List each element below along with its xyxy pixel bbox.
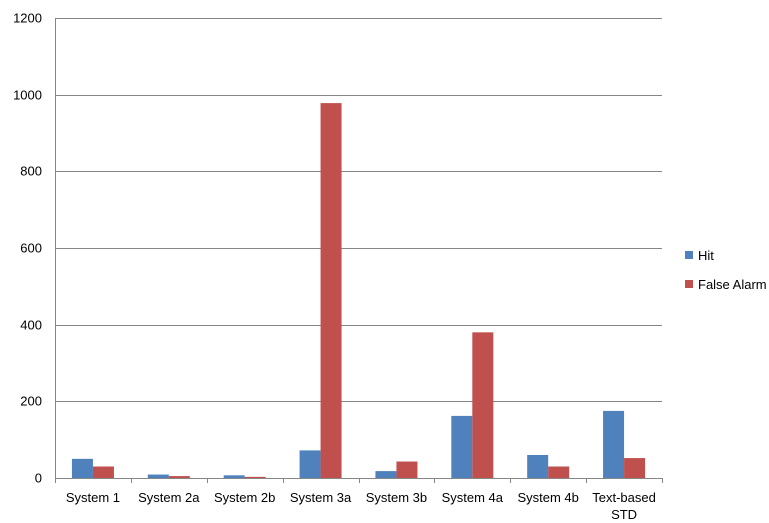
legend-label-hit: Hit [698, 247, 714, 263]
x-tick-label-4: System 3a [290, 490, 352, 505]
gridlines [55, 18, 662, 402]
x-tick-label-6: System 4a [442, 490, 504, 505]
y-tick-label-0: 0 [35, 471, 42, 486]
y-tick-label-800: 800 [20, 164, 42, 179]
x-tick-label-2: System 2a [138, 490, 200, 505]
x-axis [55, 18, 663, 483]
bar-false-alarm-4 [320, 103, 342, 478]
x-tick-label-8: Text-based STD [592, 490, 656, 522]
y-tick-label-200: 200 [20, 394, 42, 409]
legend-swatch-hit [685, 251, 693, 259]
bar-false-alarm-7 [548, 466, 570, 478]
x-tick-label-3: System 2b [214, 490, 275, 505]
bar-false-alarm-1 [92, 466, 114, 478]
x-tick-label-1: System 1 [66, 490, 120, 505]
y-tick-label-1200: 1200 [13, 11, 42, 26]
bar-hit-3 [223, 475, 245, 478]
y-tick-label-1000: 1000 [13, 88, 42, 103]
x-tick-label-7: System 4b [517, 490, 578, 505]
y-axis-ticks: 0 200 400 600 800 1000 1200 [13, 11, 42, 486]
legend-item-false-alarm: False Alarm [685, 275, 767, 293]
bar-hit-2 [147, 474, 169, 478]
bar-false-alarm-5 [396, 461, 418, 478]
bar-hit-7 [527, 455, 549, 478]
bar-hit-6 [451, 415, 473, 478]
bar-false-alarm-2 [168, 476, 190, 478]
x-tick-label-5: System 3b [366, 490, 427, 505]
legend-label-false-alarm: False Alarm [698, 276, 767, 292]
y-tick-label-600: 600 [20, 241, 42, 256]
bar-hit-1 [71, 458, 93, 478]
bar-false-alarm-8 [624, 458, 646, 478]
bar-hit-8 [603, 410, 625, 478]
bar-false-alarm-6 [472, 332, 494, 478]
bar-hit-4 [299, 450, 321, 478]
bars [71, 103, 646, 478]
legend-item-hit: Hit [685, 246, 767, 264]
legend: Hit False Alarm [685, 246, 767, 304]
legend-swatch-false-alarm [685, 280, 693, 288]
x-axis-labels: System 1 System 2a System 2b System 3a Syste… [66, 490, 656, 522]
bar-false-alarm-3 [244, 476, 266, 478]
bar-hit-5 [375, 471, 397, 478]
y-tick-label-400: 400 [20, 318, 42, 333]
